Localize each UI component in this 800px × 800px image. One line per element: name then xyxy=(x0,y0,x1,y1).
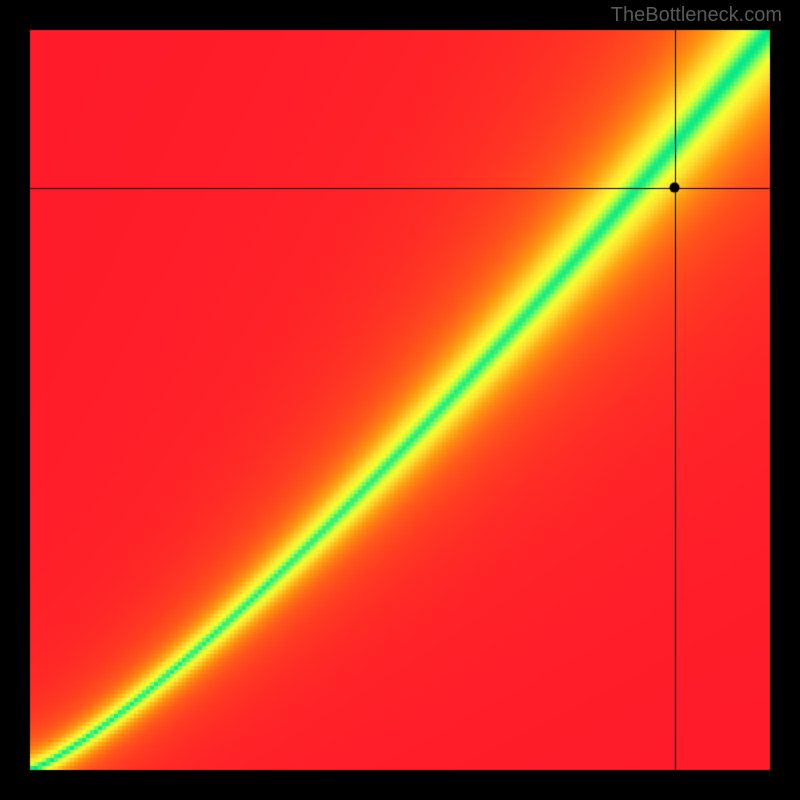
watermark-text: TheBottleneck.com xyxy=(611,4,782,27)
chart-container: TheBottleneck.com xyxy=(0,0,800,800)
bottleneck-heatmap xyxy=(0,0,800,800)
